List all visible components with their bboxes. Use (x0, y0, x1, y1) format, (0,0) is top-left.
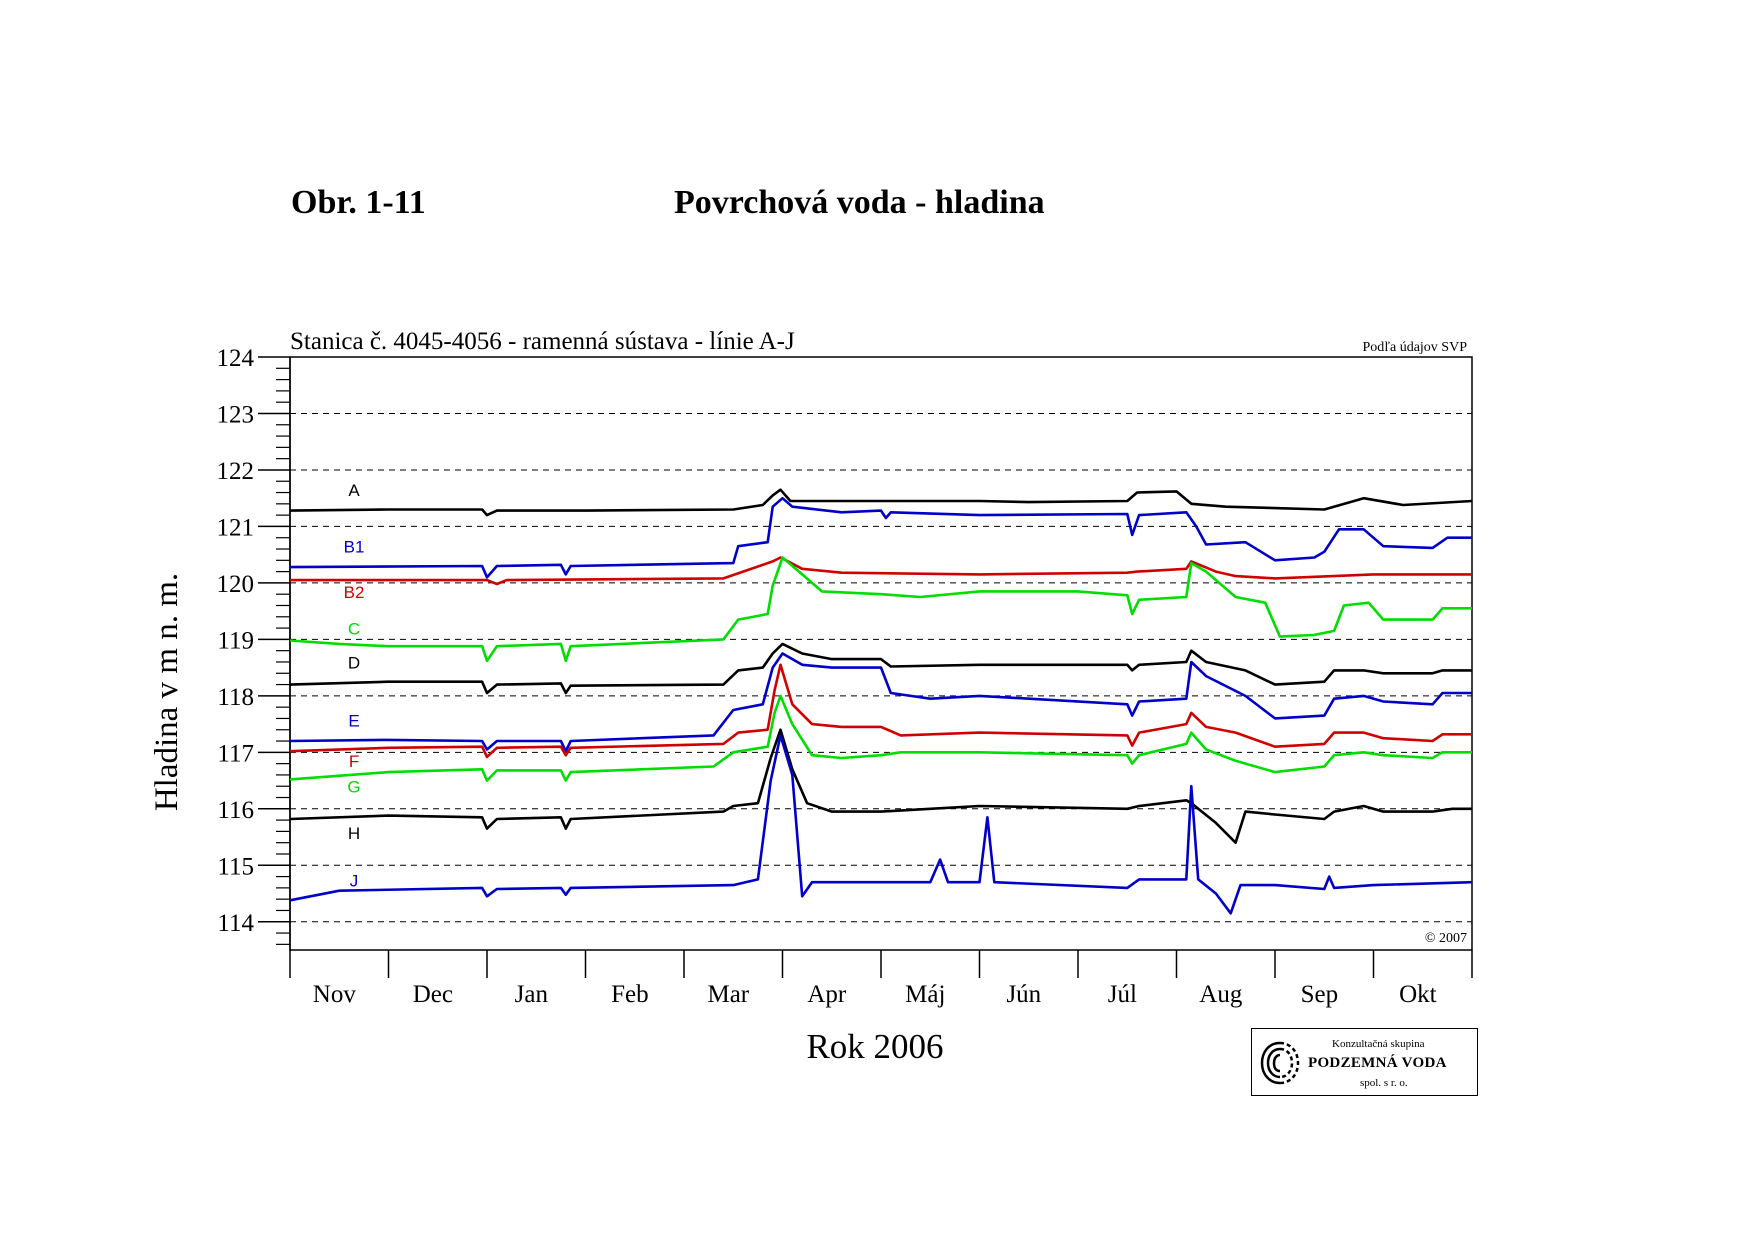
y-tick-label: 120 (217, 571, 255, 598)
series-label-G: G (347, 778, 360, 797)
logo-suffix: spol. s r. o. (1360, 1077, 1408, 1089)
x-tick-label: Jan (515, 981, 549, 1008)
x-tick-label: Sep (1301, 981, 1339, 1008)
series-line-J (289, 734, 1473, 915)
y-tick-label: 123 (217, 401, 255, 428)
grid-lines (290, 412, 1472, 923)
y-tick-label: 117 (217, 740, 254, 767)
series-line-B1 (289, 496, 1472, 579)
y-tick-label: 124 (217, 345, 255, 372)
y-tick-label: 118 (217, 684, 254, 711)
y-tick-label: 116 (217, 797, 254, 824)
y-tick-label: 119 (217, 627, 254, 654)
y-tick-label: 122 (217, 458, 255, 485)
series-label-C: C (348, 620, 360, 639)
series-labels: A B1 B2 CD E FG H J (344, 481, 365, 891)
series-label-A: A (348, 481, 360, 500)
series-lines (289, 488, 1473, 915)
plot-frame (289, 356, 1473, 951)
x-axis: Nov Dec Jan Feb Mar Apr Máj Jún Júl Aug Sep Okt (289, 950, 1473, 1008)
figure-title: Povrchová voda - hladina (674, 184, 1045, 221)
x-tick-label: Jún (1006, 981, 1041, 1008)
x-tick-label: Dec (413, 981, 453, 1008)
y-axis-label: Hladina v m n. m. (149, 573, 185, 811)
y-tick-label: 121 (217, 514, 255, 541)
y-tick-label: 115 (217, 853, 254, 880)
company-logo: Konzultačná skupina PODZEMNÁ VODA spol. … (1251, 1028, 1478, 1096)
copyright-note: © 2007 (1425, 931, 1467, 946)
series-line-D (289, 642, 1472, 695)
x-tick-label: Feb (611, 981, 649, 1008)
x-tick-label: Mar (707, 981, 749, 1008)
series-label-B2: B2 (344, 583, 365, 602)
x-tick-label: Júl (1108, 981, 1137, 1008)
x-tick-label: Aug (1199, 981, 1243, 1008)
x-axis-label: Rok 2006 (806, 1027, 943, 1066)
logo-subtitle: Konzultačná skupina (1332, 1038, 1425, 1050)
x-tick-label: Máj (905, 981, 945, 1008)
series-label-J: J (350, 871, 359, 890)
series-line-E (289, 652, 1472, 753)
figure-label: Obr. 1-11 (291, 184, 426, 221)
series-label-H: H (348, 824, 360, 843)
source-note: Podľa údajov SVP (1363, 340, 1468, 355)
x-tick-label: Apr (807, 981, 847, 1008)
series-label-E: E (348, 711, 359, 730)
series-line-H (289, 728, 1472, 844)
series-label-F: F (349, 752, 359, 771)
series-line-C (289, 556, 1472, 663)
logo-mark (1260, 1041, 1300, 1085)
y-axis: 114 115 116 117 118 119 120 121 122 123 124 (217, 345, 291, 950)
series-line-G (289, 694, 1472, 782)
series-label-D: D (348, 654, 360, 673)
x-tick-label: Nov (313, 981, 357, 1008)
logo-name: PODZEMNÁ VODA (1308, 1055, 1447, 1071)
series-line-A (289, 488, 1473, 517)
series-line-B2 (290, 556, 1472, 586)
series-line-F (289, 663, 1472, 759)
y-tick-label: 114 (217, 910, 254, 937)
series-label-B1: B1 (344, 538, 365, 557)
x-tick-label: Okt (1399, 981, 1437, 1008)
chart-title: Stanica č. 4045-4056 - ramenná sústava -… (290, 328, 795, 355)
